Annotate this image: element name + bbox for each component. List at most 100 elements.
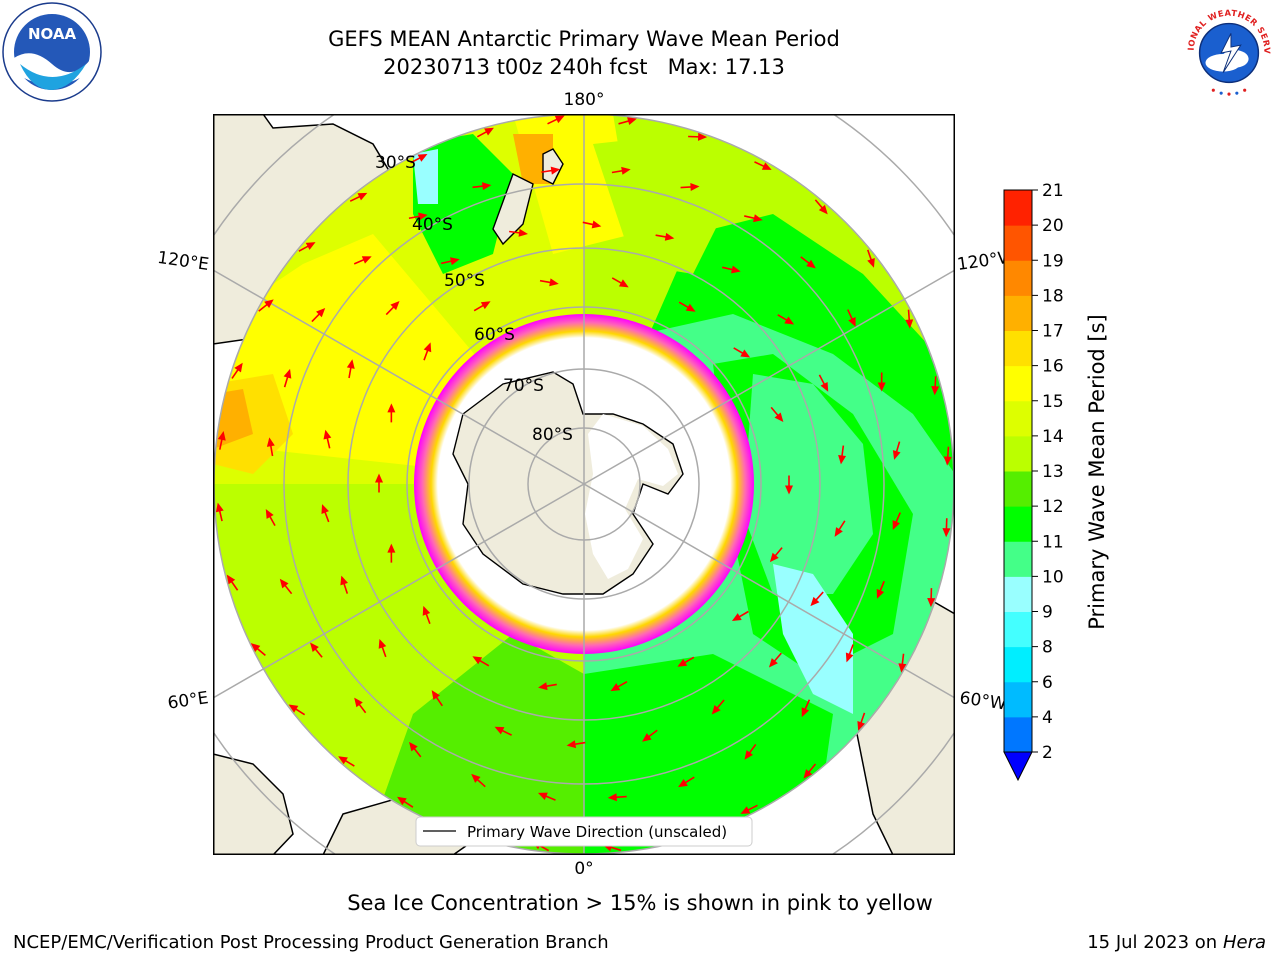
colorbar-band [1004, 365, 1032, 402]
wave-arrow [866, 249, 875, 268]
wave-arrow [226, 574, 239, 591]
wave-arrow [845, 644, 854, 663]
wave-arrow [231, 362, 243, 379]
colorbar-tick-label: 10 [1042, 567, 1064, 587]
date-label: 15 Jul 2023 on [1087, 932, 1218, 953]
wave-arrow [642, 729, 658, 742]
wave-arrow [340, 575, 349, 594]
wave-arrow [744, 743, 757, 760]
colorbar-tick-label: 18 [1042, 286, 1064, 306]
wave-arrow [785, 475, 793, 495]
wave-arrow [346, 359, 355, 379]
wave-arrow [323, 429, 332, 449]
wave-arrow [215, 502, 224, 522]
date-text: 15 Jul 2023 on Hera [1087, 932, 1266, 953]
wave-arrow [711, 699, 725, 715]
lat-label-30s: 30°S [375, 153, 416, 173]
colorbar-band [1004, 716, 1032, 753]
wave-arrow [423, 342, 432, 361]
wave-arrow [431, 690, 443, 707]
wave-arrow [473, 301, 491, 312]
colorbar-ticks: 2 4 6 8 9 10 11 12 13 14 15 16 17 18 19 20 21 [1032, 181, 1064, 763]
colorbar-tick-label: 6 [1042, 673, 1053, 693]
colorbar-band [1004, 506, 1032, 542]
colorbar-bands [1003, 189, 1033, 782]
wave-arrow [744, 214, 763, 223]
wave-arrow [311, 307, 326, 323]
colorbar-extend-triangle [1003, 751, 1033, 782]
title-line2: 20230713 t00z 240h fcst Max: 17.13 [383, 55, 785, 79]
noaa-logo-text: NOAA [28, 25, 77, 43]
colorbar-band [1004, 435, 1032, 472]
wave-arrow [440, 257, 460, 266]
colorbar-tick-label: 13 [1042, 462, 1064, 482]
lon-label-0: 0° [574, 859, 593, 879]
wave-arrow [892, 441, 901, 460]
wave-arrow [378, 638, 387, 658]
colorbar-band [1004, 260, 1032, 296]
wave-arrow [943, 446, 952, 466]
wave-period-field [214, 114, 954, 854]
lon-label-120e: 120°E [156, 248, 210, 275]
wave-arrow [680, 182, 700, 191]
wave-arrow [905, 309, 914, 329]
wave-arrow [769, 547, 783, 563]
wave-arrow [547, 115, 565, 125]
wave-arrow [288, 704, 306, 716]
colorbar-tick-label: 15 [1042, 392, 1064, 412]
wave-arrow [942, 518, 951, 538]
wave-arrow [494, 726, 512, 736]
wave-arrow [847, 309, 856, 327]
wave-arrow [476, 127, 494, 138]
colorbar-band [1004, 611, 1032, 648]
wave-arrow [349, 192, 368, 202]
lat-label-80s: 80°S [532, 425, 573, 445]
wave-arrow [354, 697, 367, 714]
wave-arrow [283, 368, 292, 388]
wave-arrow [892, 512, 901, 530]
colorbar-tick-label: 21 [1042, 181, 1064, 201]
wave-arrow [678, 301, 696, 312]
wave-arrow [876, 580, 885, 599]
colorbar-tick-label: 11 [1042, 532, 1064, 552]
wave-arrow [834, 520, 846, 537]
wave-arrow [537, 792, 556, 801]
wave-arrow [733, 347, 751, 358]
colorbar-band [1004, 330, 1032, 367]
wave-arrow [310, 642, 323, 658]
wave-arrow [321, 504, 330, 523]
colorbar-band [1004, 295, 1032, 331]
colorbar-tick-label: 4 [1042, 708, 1053, 728]
lon-label-180: 180° [564, 90, 605, 110]
wave-arrow [768, 652, 782, 668]
wave-arrow [721, 265, 741, 274]
nws-logo: NATIONAL WEATHER SERVICE [1180, 2, 1277, 99]
wave-arrow [472, 656, 490, 667]
wave-arrow [298, 242, 316, 252]
colorbar-tick-label: 8 [1042, 638, 1053, 658]
wave-arrow [538, 682, 557, 691]
colorbar-band [1004, 225, 1032, 261]
wave-arrow [422, 605, 431, 625]
wave-arrow [740, 804, 758, 814]
wave-arrow [250, 643, 266, 656]
wave-arrow [539, 278, 559, 287]
ice-shelf-white [585, 414, 678, 579]
wave-arrow [409, 741, 422, 758]
colorbar-tick-label: 9 [1042, 603, 1053, 623]
wave-arrow [279, 578, 293, 595]
map-legend: Primary Wave Direction (unscaled) [415, 816, 753, 847]
colorbar-band [1004, 646, 1032, 683]
lat-label-70s: 70°S [503, 376, 544, 396]
wave-arrow [777, 314, 795, 325]
wave-arrow [877, 372, 886, 392]
wave-arrow [607, 793, 627, 802]
wave-arrow [265, 509, 276, 527]
wave-arrow [338, 756, 355, 767]
wave-arrow [611, 166, 631, 175]
colorbar-tick-label: 20 [1042, 216, 1064, 236]
wave-arrow [266, 437, 275, 457]
wave-arrow [655, 232, 675, 241]
wave-arrow [810, 591, 824, 607]
